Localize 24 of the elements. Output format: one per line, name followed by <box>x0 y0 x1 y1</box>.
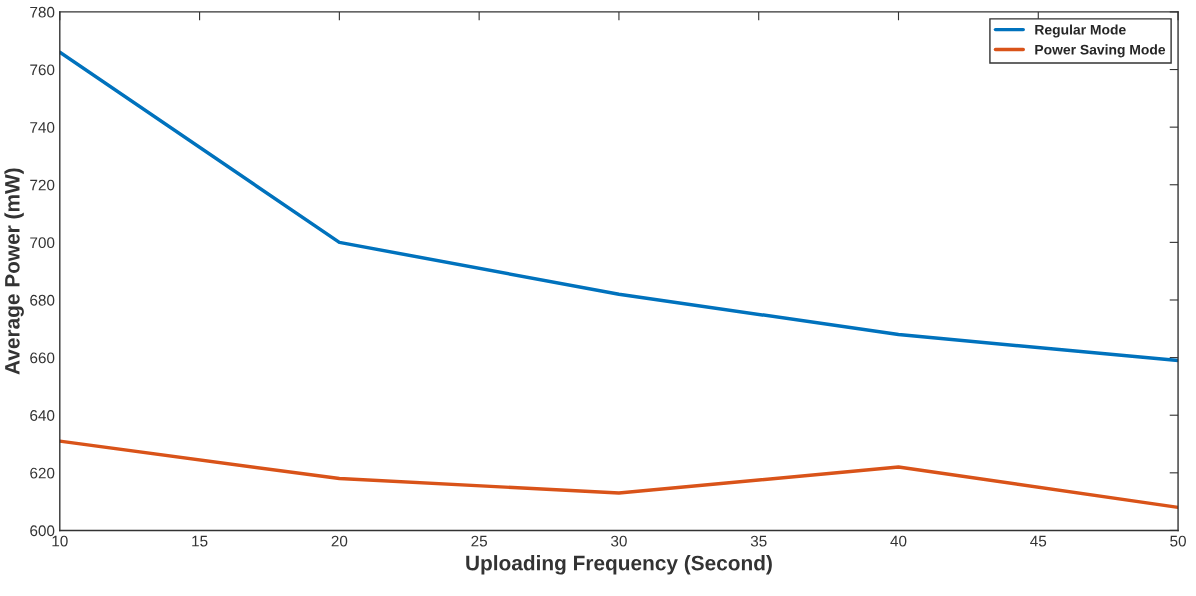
y-tick-label: 720 <box>30 179 55 191</box>
x-axis-title: Uploading Frequency (Second) <box>466 555 772 575</box>
y-tick-label: 760 <box>30 64 55 76</box>
x-tick-label: 30 <box>611 535 627 547</box>
y-tick-label: 660 <box>30 352 55 364</box>
legend-label: Power Saving Mode <box>1035 44 1166 58</box>
y-tick-label: 680 <box>30 294 55 306</box>
x-tick-label: 10 <box>52 535 68 547</box>
y-tick-label: 780 <box>30 6 55 18</box>
y-tick-label: 620 <box>30 467 55 479</box>
y-tick-label: 600 <box>30 525 55 537</box>
y-tick-label: 740 <box>30 122 55 133</box>
x-tick-label: 40 <box>890 535 907 547</box>
legend-label: Regular Mode <box>1035 24 1126 38</box>
y-tick-label: 640 <box>30 410 55 421</box>
x-tick-label: 15 <box>192 535 208 547</box>
x-tick-label: 35 <box>750 535 767 547</box>
x-tick-label: 50 <box>1170 535 1186 547</box>
x-tick-label: 25 <box>471 535 487 547</box>
x-tick-label: 20 <box>331 535 348 547</box>
y-tick-label: 700 <box>30 237 55 249</box>
line-series <box>59 439 1179 510</box>
x-tick-label: 45 <box>1030 535 1047 547</box>
y-axis-title: Average Power (mW) <box>4 168 24 375</box>
